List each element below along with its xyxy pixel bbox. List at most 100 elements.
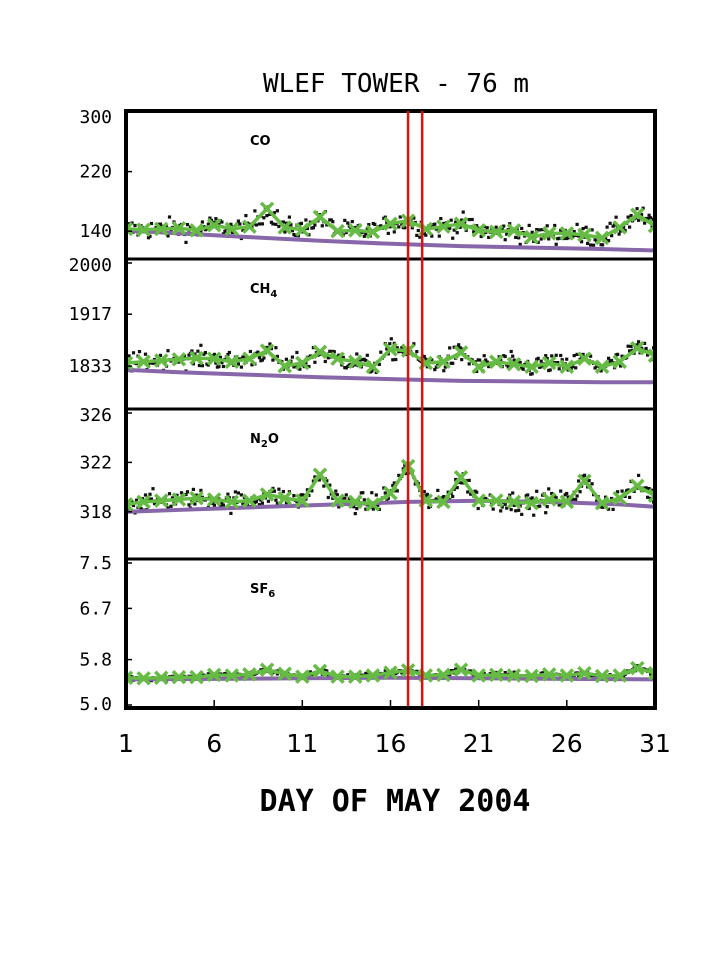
smoothed-marker	[524, 229, 539, 245]
smoothed-marker	[242, 667, 257, 682]
data-point	[257, 503, 261, 507]
smoothed-marker	[312, 344, 328, 360]
data-point	[196, 349, 200, 353]
smoothed-marker	[612, 354, 627, 370]
data-point	[592, 243, 596, 247]
data-point	[460, 358, 464, 362]
data-point	[629, 344, 633, 348]
data-point	[607, 239, 611, 243]
data-point	[355, 507, 359, 511]
data-point	[556, 361, 560, 365]
smoothed-marker	[277, 220, 292, 235]
smoothed-marker	[154, 670, 169, 685]
data-point	[262, 356, 266, 360]
data-point	[151, 487, 155, 491]
smoothed-marker	[189, 490, 204, 506]
data-point	[253, 209, 257, 213]
panel-co: CO 300 220 140	[79, 107, 655, 253]
smoothed-marker	[506, 357, 522, 372]
smoothed-marker	[506, 494, 522, 510]
data-point	[626, 488, 630, 492]
data-point	[569, 366, 573, 370]
baseline-line	[126, 498, 655, 514]
smoothed-marker	[489, 354, 504, 370]
data-point	[239, 365, 243, 369]
data-point	[626, 344, 630, 348]
smoothed-marker	[630, 207, 645, 223]
smoothed-marker	[154, 493, 169, 508]
smoothed-marker	[577, 665, 592, 681]
data-point	[485, 360, 489, 364]
data-point	[277, 487, 281, 491]
data-point	[332, 350, 336, 354]
data-point	[166, 506, 170, 510]
data-point	[401, 350, 405, 354]
data-point	[503, 671, 507, 675]
data-point	[577, 479, 581, 483]
data-point	[538, 228, 542, 232]
data-point	[467, 218, 471, 222]
data-point	[422, 490, 426, 494]
x-axis-label: DAY OF MAY 2004	[260, 784, 531, 819]
data-point	[547, 487, 551, 491]
data-point	[395, 346, 399, 350]
data-point	[166, 349, 170, 353]
data-point	[217, 365, 221, 369]
data-point	[226, 492, 230, 496]
data-point	[637, 340, 641, 344]
data-point	[151, 361, 155, 365]
data-point	[512, 503, 516, 507]
data-point	[275, 354, 279, 358]
data-point	[397, 473, 401, 477]
smoothed-marker	[524, 668, 539, 684]
smoothed-marker	[612, 220, 627, 235]
data-point	[392, 481, 396, 485]
data-point	[565, 357, 569, 361]
y-tick-label: 7.5	[79, 553, 112, 574]
data-point	[605, 225, 609, 229]
data-point	[626, 215, 630, 219]
data-point	[482, 354, 486, 358]
data-point	[475, 369, 479, 373]
data-point	[221, 503, 225, 507]
data-point	[185, 490, 190, 494]
data-point	[584, 225, 588, 229]
data-point	[310, 489, 314, 493]
y-tick-label: 140	[79, 221, 112, 242]
data-point	[460, 481, 464, 485]
data-point	[272, 489, 276, 493]
data-point	[505, 232, 509, 236]
data-point	[323, 359, 327, 364]
data-point	[241, 228, 245, 232]
smoothed-marker	[630, 478, 645, 494]
data-point	[391, 484, 395, 488]
smoothed-marker	[453, 662, 469, 678]
smoothed-marker	[312, 663, 328, 679]
data-point	[436, 488, 440, 492]
data-point	[512, 358, 516, 362]
data-point	[149, 497, 154, 501]
data-point	[544, 511, 548, 515]
data-point	[292, 494, 296, 498]
data-point	[434, 497, 438, 501]
data-point	[649, 216, 653, 220]
data-point	[554, 496, 558, 500]
data-point	[373, 222, 377, 226]
data-point	[236, 219, 240, 223]
smoothed-marker	[330, 493, 345, 508]
data-point	[317, 478, 321, 482]
smoothed-marker	[506, 223, 522, 238]
data-point	[355, 352, 359, 356]
data-point	[394, 357, 398, 362]
smoothed-marker	[330, 223, 345, 239]
smoothed-marker	[136, 494, 151, 510]
data-point	[449, 218, 453, 222]
x-tick-label: 21	[463, 729, 495, 758]
data-point	[257, 222, 261, 226]
data-point	[475, 490, 479, 494]
data-point	[644, 346, 648, 351]
smoothed-marker	[295, 669, 310, 684]
data-point	[415, 350, 419, 354]
data-point	[236, 362, 240, 366]
data-point	[547, 237, 551, 241]
